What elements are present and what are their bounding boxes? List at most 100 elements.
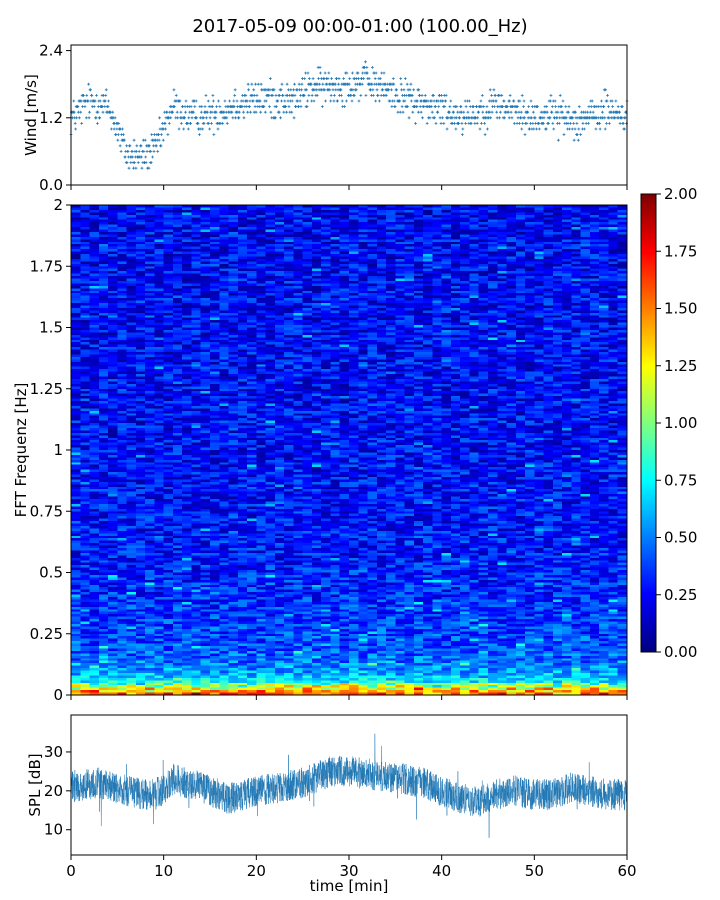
wind-data-point [331, 88, 335, 92]
wind-data-point [367, 77, 371, 80]
wind-data-point [568, 127, 571, 131]
wind-data-point [537, 122, 541, 125]
wind-data-point [143, 138, 147, 142]
wind-data-point [104, 94, 108, 97]
wind-data-point [328, 88, 332, 92]
wind-data-point [274, 116, 277, 120]
wind-data-point [460, 122, 464, 125]
wind-data-point [375, 88, 379, 92]
wind-data-point [516, 105, 519, 108]
wind-data-point [319, 71, 322, 75]
wind-data-point [217, 99, 220, 103]
wind-data-point [309, 82, 313, 86]
colorbar-tick-label: 2.00 [664, 185, 697, 203]
wind-data-point [392, 82, 396, 86]
wind-data-point [536, 105, 539, 108]
wind-data-point [254, 110, 258, 114]
wind-data-point [436, 110, 440, 114]
wind-data-point [311, 77, 315, 80]
spectrogram-y-tick-label: 0.75 [30, 502, 63, 520]
wind-data-point [324, 99, 327, 103]
wind-data-point [329, 99, 333, 103]
wind-data-point [512, 99, 516, 103]
spl-series-line [70, 733, 628, 838]
wind-data-point [228, 99, 231, 103]
wind-data-point [342, 77, 346, 80]
wind-data-point [116, 133, 120, 136]
wind-data-point [210, 110, 214, 114]
wind-data-point [391, 77, 395, 80]
colorbar-tick-label: 1.00 [664, 414, 697, 432]
wind-data-point [211, 105, 214, 108]
wind-data-point [577, 127, 581, 131]
wind-data-point [362, 77, 366, 80]
wind-data-point [171, 110, 174, 114]
wind-data-point [483, 133, 487, 136]
colorbar-tick-label: 1.50 [664, 300, 697, 318]
colorbar: 0.00 0.25 0.50 0.75 1.00 1.25 1.50 1.75 2.00 [640, 185, 697, 661]
wind-data-point [399, 82, 403, 86]
wind-data-point [570, 127, 574, 131]
wind-data-point [305, 105, 309, 108]
wind-data-point [249, 110, 252, 114]
wind-data-point [214, 110, 218, 114]
wind-data-point [530, 116, 533, 120]
wind-data-point [492, 88, 496, 92]
wind-data-point [423, 94, 427, 97]
spectrogram-y-tick-label: 1.25 [30, 380, 63, 398]
wind-data-point [247, 88, 251, 92]
wind-data-point [575, 133, 579, 136]
wind-data-point [512, 122, 516, 125]
wind-data-point [116, 138, 120, 142]
wind-data-point [333, 82, 337, 86]
wind-data-point [107, 99, 110, 103]
wind-data-point [330, 77, 334, 80]
wind-axes-frame [70, 44, 628, 186]
wind-data-point [365, 71, 369, 75]
wind-data-point [444, 94, 448, 97]
wind-data-point [418, 105, 422, 108]
wind-data-point [132, 138, 136, 142]
wind-data-point [416, 110, 420, 114]
wind-data-point [82, 94, 85, 97]
wind-data-point [117, 122, 121, 125]
wind-data-point [371, 94, 375, 97]
wind-data-point [145, 150, 149, 153]
wind-data-point [147, 166, 151, 170]
wind-data-point [384, 94, 388, 97]
wind-data-point [420, 94, 424, 97]
wind-data-point [121, 127, 124, 131]
wind-data-point [398, 99, 402, 103]
wind-data-point [321, 82, 325, 86]
wind-data-point [190, 116, 194, 120]
wind-data-point [403, 99, 407, 103]
wind-data-point [125, 144, 129, 148]
wind-data-point [611, 105, 615, 108]
wind-data-point [499, 110, 502, 114]
wind-data-point [510, 116, 514, 120]
spl-y-axis-label: SPL [dB] [26, 753, 44, 816]
wind-data-point [254, 82, 257, 86]
wind-data-point [607, 105, 610, 108]
wind-data-point [464, 105, 468, 108]
spl-y-tick-label: 30 [44, 743, 63, 761]
wind-data-point [292, 116, 296, 120]
wind-data-point [293, 82, 296, 86]
wind-data-point [300, 88, 303, 92]
wind-data-point [400, 105, 404, 108]
wind-data-point [214, 116, 218, 120]
wind-data-point [466, 110, 470, 114]
wind-data-point [161, 138, 165, 142]
wind-data-point [575, 122, 579, 125]
wind-data-point [206, 99, 210, 103]
wind-data-point [460, 133, 464, 136]
wind-data-point [292, 88, 295, 92]
wind-data-point [522, 105, 525, 108]
wind-data-point [572, 138, 576, 142]
wind-data-point [340, 99, 344, 103]
wind-data-point [274, 94, 278, 97]
wind-data-point [310, 94, 314, 97]
wind-data-point [256, 82, 260, 86]
wind-data-point [603, 116, 607, 120]
wind-data-point [182, 127, 186, 131]
